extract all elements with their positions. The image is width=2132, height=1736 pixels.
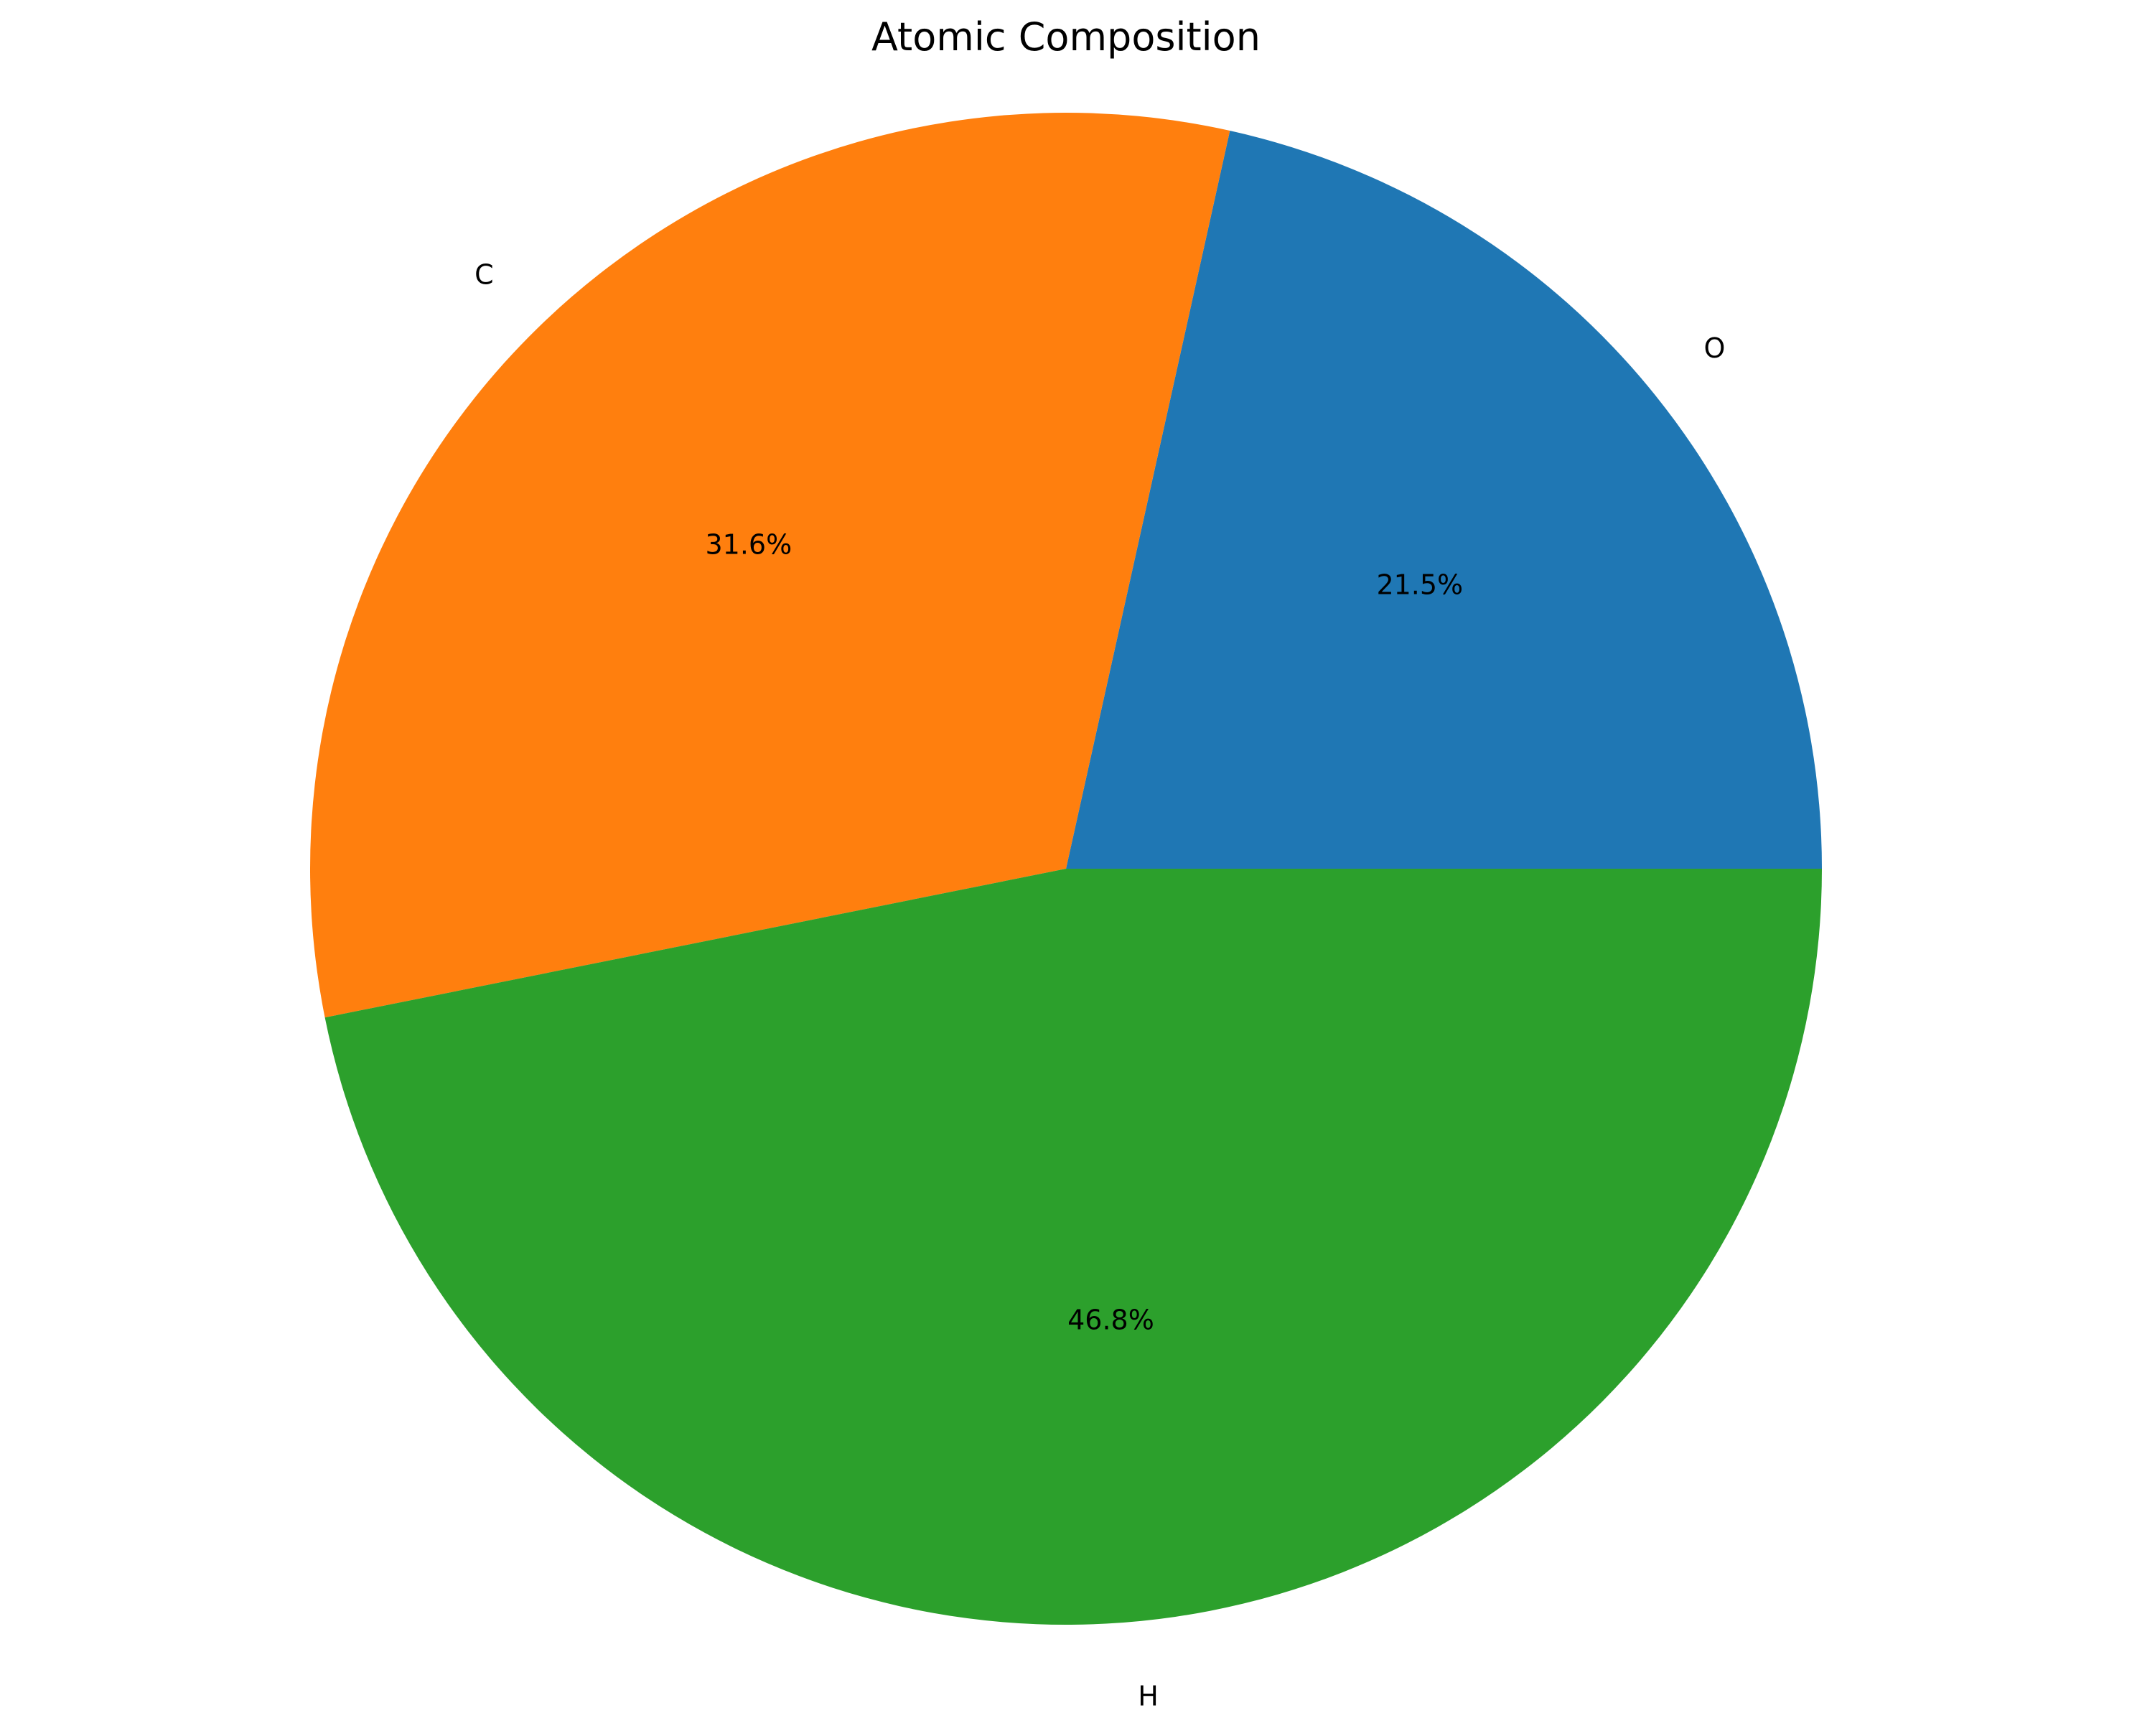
percentage-label-h: 46.8% xyxy=(1067,1305,1154,1336)
pie-slices xyxy=(309,112,1822,1625)
percentage-labels: 21.5% 31.6% 46.8% xyxy=(705,529,1463,1336)
pie-slice-o xyxy=(1066,131,1822,869)
category-label-h: H xyxy=(1138,1681,1159,1712)
chart-title: Atomic Composition xyxy=(871,14,1261,60)
pie-slice-c xyxy=(309,112,1230,1018)
category-label-o: O xyxy=(1704,332,1726,364)
percentage-label-c: 31.6% xyxy=(705,529,792,561)
percentage-label-o: 21.5% xyxy=(1376,569,1463,601)
category-label-c: C xyxy=(474,259,494,291)
category-labels: O C H xyxy=(474,259,1725,1712)
pie-slice-h xyxy=(324,869,1822,1625)
